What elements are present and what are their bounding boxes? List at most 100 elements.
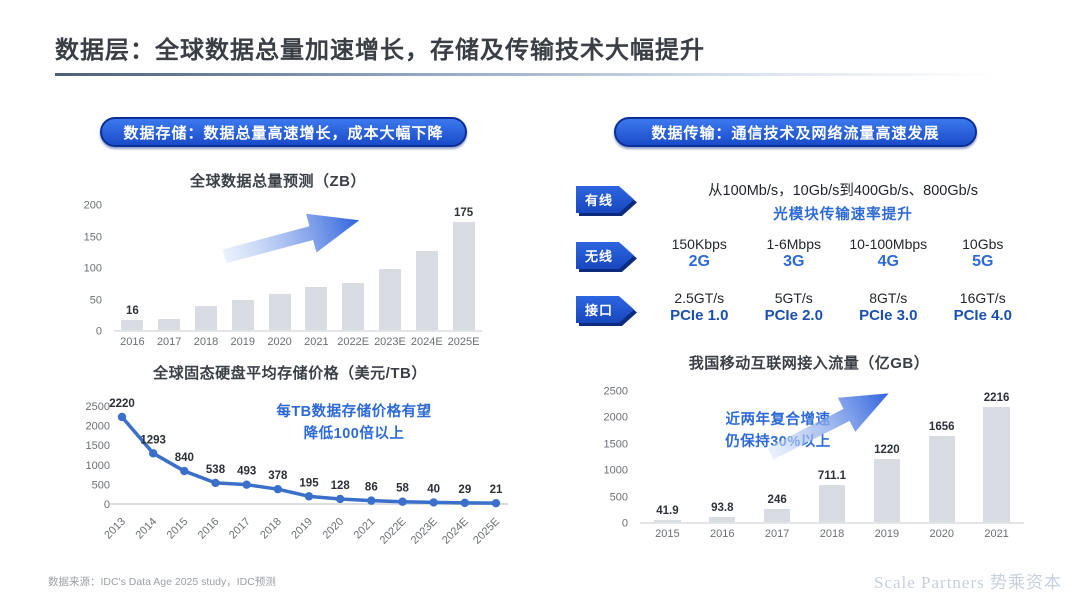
bar — [268, 294, 291, 330]
data-point — [148, 449, 158, 458]
transfer-rate: 5GT/s — [774, 290, 813, 306]
pcie-label: PCIe 3.0 — [859, 307, 918, 324]
data-point — [117, 412, 127, 422]
bar-column: 2021 — [298, 206, 335, 348]
spec-cell-pcie3: 8GT/s PCIe 3.0 — [841, 290, 936, 324]
bar-column: 41.9 2015 — [640, 392, 695, 540]
bar-column: 246 2017 — [750, 392, 805, 540]
y-tick-label: 1000 — [86, 460, 110, 472]
bar-column: 93.8 2016 — [695, 392, 750, 540]
bar-value-label: 246 — [767, 494, 787, 507]
interface-spec-row: 接口 2.5GT/s PCIe 1.0 5GT/s PCIe 2.0 8GT/s… — [576, 290, 1030, 326]
point-value-label: 58 — [396, 483, 409, 495]
x-tick-label: 2023E — [409, 516, 440, 547]
x-tick-label: 2024E — [410, 336, 443, 348]
bar-column: 1656 2020 — [914, 392, 969, 540]
bar-column: 16 2016 — [114, 206, 151, 348]
plot-area: 16 2016 2017 2018 2019 2020 2021 2022E 2023E 2024… — [114, 206, 482, 348]
generation-label: 5G — [972, 253, 994, 270]
point-value-label: 493 — [237, 466, 256, 478]
bar — [415, 250, 438, 330]
x-tick-label: 2015 — [165, 516, 191, 542]
x-tick-label: 2017 — [227, 516, 253, 542]
bar — [231, 300, 254, 330]
x-tick-label: 2018 — [819, 528, 845, 540]
x-tick-label: 2023E — [374, 336, 406, 348]
point-value-label: 1293 — [140, 434, 166, 446]
interface-tag: 接口 — [576, 296, 637, 326]
transfer-rate: 16GT/s — [959, 290, 1006, 306]
bar — [873, 458, 901, 522]
y-tick-label: 0 — [104, 499, 110, 511]
y-tick-label: 50 — [89, 294, 102, 306]
generation-label: 3G — [783, 253, 805, 270]
page-title: 数据层：全球数据总量加速增长，存储及传输技术大幅提升 — [55, 37, 705, 64]
point-value-label: 538 — [206, 464, 226, 476]
bar — [121, 320, 144, 330]
bar-column: 2018 — [188, 206, 225, 348]
wireless-spec-row: 无线 150Kbps 2G 1-6Mbps 3G 10-100Mbps 4G 1… — [576, 236, 1031, 272]
y-tick-label: 1500 — [86, 440, 110, 452]
growth-arrow-icon — [767, 393, 889, 460]
plot-area: 41.9 2015 93.8 2016 246 2017 711.1 2018 1220 2019… — [640, 392, 1024, 540]
y-tick-label: 2500 — [86, 401, 110, 413]
data-point — [429, 498, 438, 507]
transfer-rate: 8GT/s — [869, 290, 908, 306]
x-tick-label: 2020 — [267, 336, 292, 348]
y-tick-label: 150 — [83, 231, 102, 243]
y-axis: 0 500 1000 1500 2000 2500 — [588, 386, 636, 529]
pcie-label: PCIe 4.0 — [953, 307, 1012, 324]
bar-column: 711.1 2018 — [805, 392, 860, 540]
data-point — [367, 496, 376, 505]
x-tick-label: 2016 — [120, 336, 145, 348]
bar-value-label: 41.9 — [656, 504, 679, 517]
y-tick-label: 0 — [621, 517, 628, 530]
point-value-label: 195 — [299, 477, 319, 489]
x-tick-label: 2015 — [655, 528, 680, 540]
data-point — [460, 498, 470, 508]
wired-tag: 有线 — [576, 186, 637, 216]
bar — [654, 519, 681, 522]
x-tick-label: 2024E — [440, 516, 471, 547]
y-tick-label: 500 — [92, 479, 110, 491]
point-value-label: 86 — [365, 482, 378, 494]
traffic-growth-annotation: 近两年复合增速 仍保持30%以上 — [725, 412, 831, 450]
title-underline — [55, 73, 1000, 76]
y-tick-label: 2500 — [603, 385, 628, 398]
x-tick-label: 2019 — [874, 528, 900, 540]
generation-label: 2G — [688, 253, 710, 270]
data-point — [335, 494, 345, 504]
generation-label: 4G — [877, 253, 899, 270]
storage-section-pill: 数据存储：数据总量高速增长，成本大幅下降 — [100, 117, 467, 147]
chart-china-mobile-traffic: 我国移动互联网接入流量（亿GB） 0 500 1000 1500 2000 2500 41… — [588, 352, 1030, 554]
x-tick-label: 2021 — [352, 516, 378, 542]
point-value-label: 378 — [268, 470, 288, 482]
x-tick-label: 2013 — [102, 516, 128, 542]
spec-cell-pcie2: 5GT/s PCIe 2.0 — [747, 290, 842, 324]
bar — [709, 517, 736, 522]
bar — [305, 286, 328, 330]
x-tick-label: 2022E — [378, 516, 409, 547]
bar-column: 2216 2021 — [969, 392, 1024, 540]
pcie-label: PCIe 2.0 — [764, 307, 823, 324]
data-point — [211, 478, 220, 488]
y-tick-label: 1500 — [603, 438, 628, 451]
bar — [928, 435, 955, 522]
x-tick-label: 2016 — [196, 516, 222, 542]
bar-column: 2017 — [151, 206, 188, 348]
spec-cell-5g: 10Gbs 5G — [936, 236, 1031, 271]
data-point — [304, 492, 314, 501]
optical-module-text: 光模块传输速率提升 — [773, 207, 913, 223]
point-value-label: 128 — [331, 480, 351, 492]
bar-value-label: 2216 — [983, 392, 1010, 404]
x-tick-label: 2025E — [471, 516, 502, 547]
bar — [818, 485, 846, 522]
speed-value: 10Gbs — [962, 236, 1004, 252]
x-tick-label: 2018 — [258, 516, 284, 542]
wired-speeds-text: 从100Mb/s，10Gb/s到400Gb/s、800Gb/s — [708, 183, 978, 199]
pcie-label: PCIe 1.0 — [670, 307, 729, 324]
bar-value-label: 1220 — [874, 443, 900, 456]
point-value-label: 840 — [175, 452, 194, 464]
wireless-tag: 无线 — [576, 242, 637, 272]
y-tick-label: 2000 — [86, 421, 110, 433]
